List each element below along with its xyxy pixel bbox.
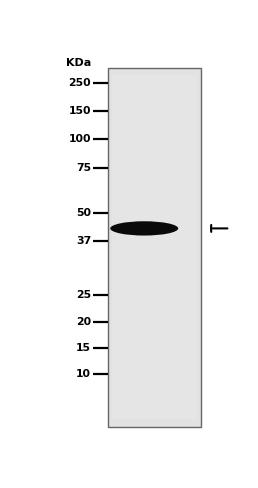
Text: 25: 25	[76, 290, 91, 300]
Text: 37: 37	[76, 236, 91, 246]
FancyBboxPatch shape	[108, 68, 201, 427]
FancyBboxPatch shape	[112, 76, 197, 419]
Text: 20: 20	[76, 317, 91, 326]
Text: 100: 100	[69, 134, 91, 144]
Text: KDa: KDa	[66, 59, 91, 68]
Text: 250: 250	[69, 78, 91, 88]
Text: 50: 50	[76, 207, 91, 218]
Text: 75: 75	[76, 163, 91, 173]
Text: 150: 150	[69, 106, 91, 116]
Ellipse shape	[110, 221, 178, 236]
Text: 10: 10	[76, 369, 91, 379]
Text: 15: 15	[76, 343, 91, 353]
